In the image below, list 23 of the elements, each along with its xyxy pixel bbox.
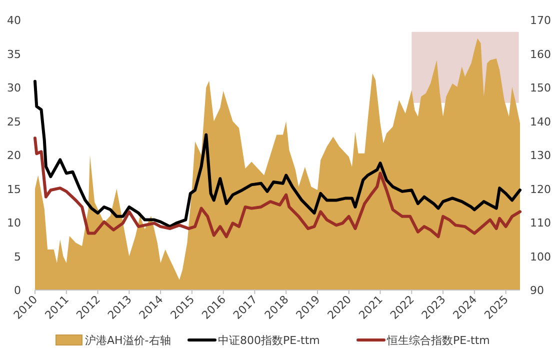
legend-label: 中证800指数PE-ttm	[218, 334, 320, 347]
y2-tick-label: 120	[530, 182, 551, 196]
y-tick-label: 40	[7, 14, 21, 27]
y-tick-label: 20	[7, 149, 21, 162]
y2-tick-label: 140	[530, 115, 551, 128]
y-tick-label: 0	[14, 284, 21, 297]
y2-tick-label: 100	[530, 250, 551, 264]
y2-tick-label: 110	[530, 216, 551, 230]
y-tick-label: 30	[7, 82, 21, 94]
y2-tick-label: 90	[530, 284, 544, 297]
y2-tick-label: 170	[530, 14, 551, 27]
y-tick-label: 25	[7, 115, 21, 128]
y2-tick-label: 130	[530, 149, 551, 162]
y2-tick-label: 150	[530, 82, 551, 94]
y-tick-label: 35	[7, 48, 21, 61]
legend-label: 沪港AH溢价-右轴	[85, 334, 171, 347]
legend-label: 恒生综合指数PE-ttm	[386, 334, 490, 347]
y-tick-label: 10	[7, 216, 21, 230]
y-tick-label: 5	[14, 250, 21, 264]
y2-tick-label: 160	[530, 48, 551, 61]
y-tick-label: 15	[7, 182, 21, 196]
line-series	[34, 136, 522, 238]
line-series	[34, 80, 522, 228]
